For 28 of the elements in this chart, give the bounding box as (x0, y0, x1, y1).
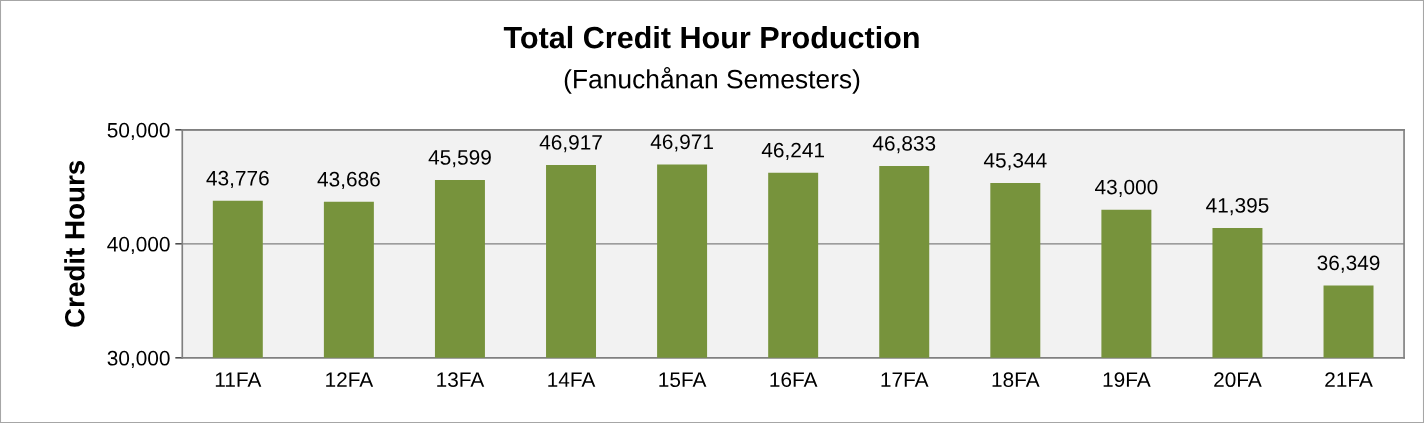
y-tick-label: 50,000 (107, 122, 170, 141)
x-tick-label: 16FA (770, 372, 818, 388)
x-tick-label: 12FA (326, 372, 374, 387)
data-label: 43,000 (1095, 179, 1158, 197)
data-label: 45,599 (428, 150, 491, 168)
x-tick-label: 21FA (1325, 372, 1373, 387)
x-tick-label: 14FA (548, 372, 596, 387)
x-tick-label: 11FA (215, 372, 262, 387)
data-label: 45,344 (983, 152, 1047, 171)
data-label: 46,971 (650, 134, 713, 152)
x-tick-label: 13FA (437, 372, 485, 388)
x-tick-label: 18FA (992, 372, 1040, 388)
y-tick-label: 30,000 (107, 350, 170, 369)
data-label: 43,776 (206, 170, 269, 189)
x-tick-label: 19FA (1103, 372, 1151, 388)
data-label: 36,349 (1317, 255, 1380, 273)
data-label: 41,395 (1206, 197, 1269, 216)
x-tick-label: 20FA (1214, 372, 1262, 388)
data-label: 46,833 (872, 135, 936, 154)
x-tick-label: 15FA (659, 372, 707, 388)
chart-subtitle: (Fanuchånan Semesters) (564, 66, 860, 94)
data-label: 43,686 (317, 171, 380, 190)
chart-title: Total Credit Hour Production (503, 25, 919, 49)
y-axis-title: Credit Hours (64, 160, 85, 327)
data-label: 46,241 (761, 142, 825, 160)
y-tick-label: 40,000 (107, 236, 170, 255)
data-label: 46,917 (539, 135, 602, 153)
x-tick-label: 17FA (881, 372, 929, 387)
